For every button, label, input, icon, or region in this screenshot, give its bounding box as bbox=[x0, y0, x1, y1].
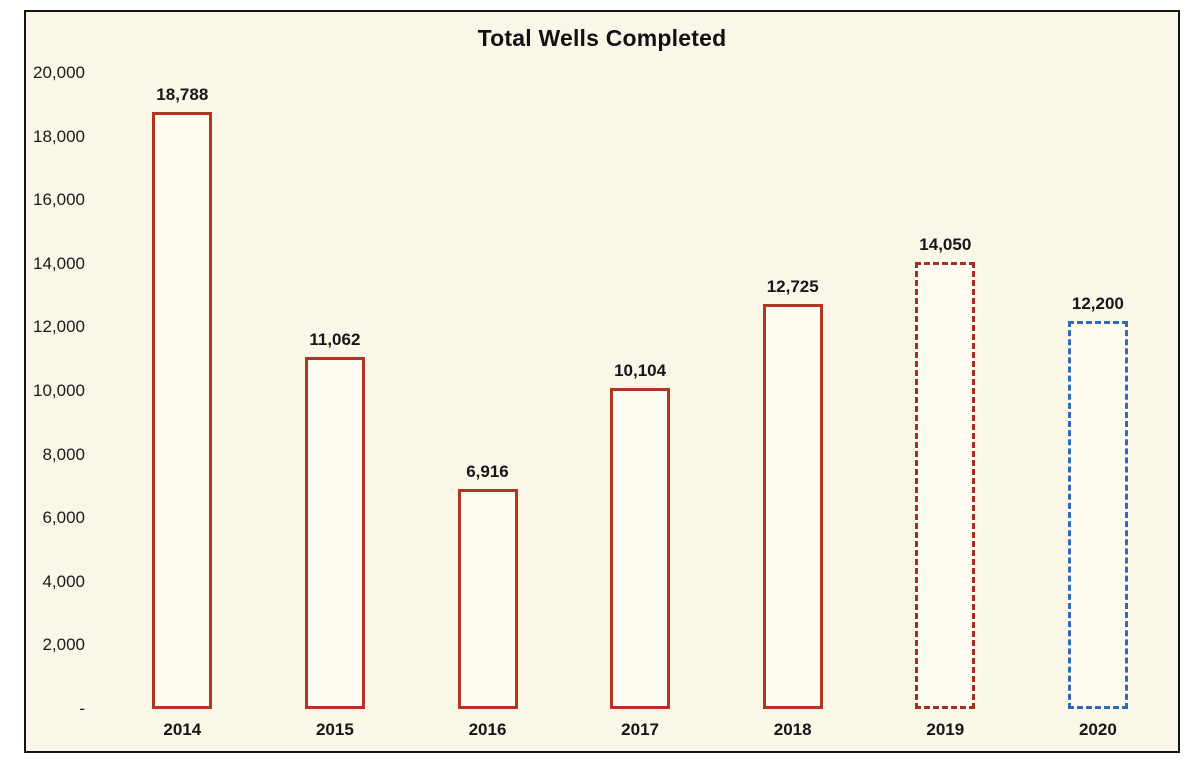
x-axis-tick-label-2019: 2019 bbox=[926, 720, 965, 739]
bar-2014 bbox=[152, 112, 213, 709]
chart-title: Total Wells Completed bbox=[477, 25, 727, 51]
x-axis-tick-label-2018: 2018 bbox=[773, 720, 812, 739]
bar-2016 bbox=[457, 489, 518, 709]
bar-value-label-2018: 12,725 bbox=[766, 277, 819, 296]
y-axis-tick-label: - bbox=[79, 699, 85, 718]
bar-value-label-2015: 11,062 bbox=[309, 330, 361, 349]
bar-value-label-2016: 6,916 bbox=[466, 462, 509, 481]
y-axis-tick-label: 6,000 bbox=[42, 508, 85, 528]
y-axis-tick-label: 4,000 bbox=[42, 571, 85, 591]
x-axis-tick-label-2016: 2016 bbox=[468, 720, 507, 739]
y-axis-tick-label: 12,000 bbox=[33, 317, 85, 337]
x-axis-tick-label-2014: 2014 bbox=[163, 720, 202, 739]
y-axis-tick-label: 2,000 bbox=[42, 635, 85, 655]
y-axis-tick-label: 20,000 bbox=[33, 63, 85, 82]
x-axis-tick-label-2017: 2017 bbox=[621, 720, 659, 739]
y-axis-tick-label: 8,000 bbox=[42, 444, 85, 464]
bar-2015 bbox=[304, 357, 365, 709]
bar-2018 bbox=[762, 304, 823, 709]
y-axis-tick-label: 16,000 bbox=[33, 190, 85, 210]
y-axis-tick-label: 10,000 bbox=[33, 381, 85, 400]
chart-frame: Total Wells Completed 20,000 18,000 16,000… bbox=[24, 10, 1180, 753]
bar-value-label-2014: 18,788 bbox=[156, 85, 209, 104]
y-axis-tick-label: 18,000 bbox=[33, 126, 85, 146]
bar-value-label-2020: 12,200 bbox=[1071, 294, 1124, 313]
y-axis-tick-label: 14,000 bbox=[33, 253, 85, 273]
plot-area: 20,000 18,000 16,000 14,000 12,000 10,000 8,00… bbox=[26, 12, 1178, 751]
bar-2020 bbox=[1067, 321, 1128, 709]
x-axis-tick-label-2015: 2015 bbox=[315, 720, 354, 739]
bar-value-label-2019: 14,050 bbox=[919, 235, 972, 254]
x-axis-tick-label-2020: 2020 bbox=[1078, 720, 1117, 739]
bar-2019 bbox=[915, 262, 976, 709]
bar-value-label-2017: 10,104 bbox=[614, 361, 667, 380]
bar-2017 bbox=[610, 388, 671, 709]
